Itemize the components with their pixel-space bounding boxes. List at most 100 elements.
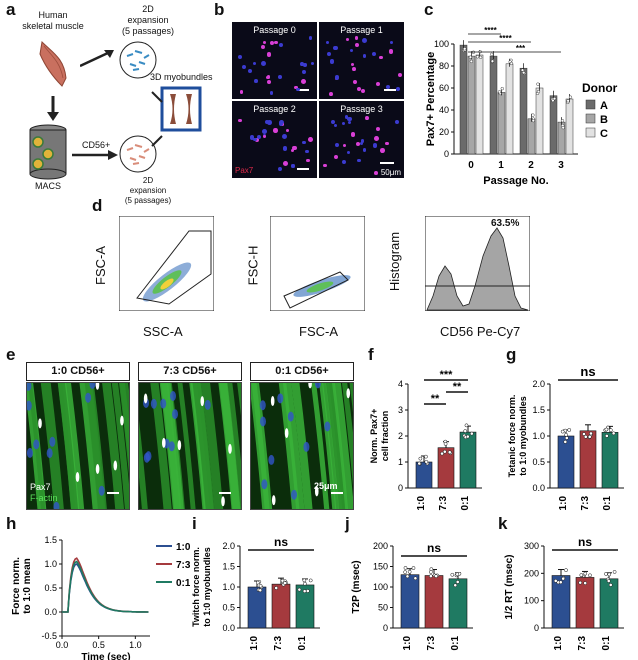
x-tick-label: 1:0 — [558, 496, 569, 511]
nucleus-dot — [326, 52, 331, 57]
x-tick-label: 0:1 — [450, 636, 461, 651]
y-tick-label: 20 — [439, 127, 449, 137]
actin-fiber — [282, 383, 305, 509]
x-tick-label: 1:0 — [402, 636, 413, 651]
y-tick-label: 2.0 — [222, 541, 235, 551]
nucleus-dot — [308, 36, 313, 40]
y-tick-label: 0.0 — [532, 483, 545, 493]
nucleus — [27, 447, 33, 458]
x-tick-label: 1:0 — [249, 636, 260, 651]
nucleus — [33, 439, 40, 450]
nucleus-dot — [303, 63, 307, 67]
y-tick-label: 0 — [383, 623, 388, 633]
nucleus-dot — [386, 84, 391, 89]
significance-label: ns — [274, 535, 288, 549]
data-point — [564, 432, 568, 437]
nucleus — [53, 501, 60, 509]
data-point — [561, 576, 566, 581]
actin-fiber — [341, 383, 353, 486]
x-tick-label: 1.0 — [129, 640, 142, 650]
nucleus-dot — [282, 134, 288, 140]
micrograph-passage-0: Passage 0 — [232, 22, 317, 99]
data-point — [463, 47, 467, 51]
nucleus-dot — [304, 149, 309, 154]
nucleus — [46, 448, 53, 459]
panel-letter-c: c — [424, 0, 434, 19]
y-tick-label: 0.0 — [222, 623, 235, 633]
legend-label-A: A — [600, 100, 608, 112]
nucleus-dot — [269, 91, 273, 95]
bar-donor-A — [519, 67, 528, 155]
significance-label: *** — [440, 369, 454, 381]
micrograph-passage-1: Passage 1 — [319, 22, 404, 99]
y-axis-label: T2P (msec) — [351, 560, 362, 613]
significance-label: ns — [578, 535, 592, 549]
data-point — [403, 566, 408, 570]
ylabel-plot3: Histogram — [387, 231, 403, 292]
arrow-down-icon — [47, 96, 59, 121]
nucleus-dot — [291, 149, 295, 153]
y-axis-label-line: Tetanic force norm. — [507, 395, 517, 478]
data-point — [283, 581, 287, 585]
bar-0:1 — [599, 578, 619, 629]
y-axis-label: Pax7+ Percentage — [425, 52, 437, 146]
passage-label: Passage 0 — [253, 25, 296, 35]
data-point — [297, 587, 302, 592]
significance-label: **** — [499, 34, 512, 43]
x-tick-label: 0:1 — [601, 636, 612, 651]
panel-f-chart: 0 1 2 3 4 Norm. Pax7+cell fraction 1:0 7:3 0:1 **… — [369, 369, 482, 510]
nucleus — [287, 411, 294, 422]
scatter-fsc-fsch — [270, 216, 365, 311]
pax7-nucleus — [38, 418, 42, 429]
nucleus — [89, 383, 96, 389]
xlabel-plot1: SSC-A — [143, 324, 183, 339]
panel-a-schematic: Human skeletal muscle 2D expansion (5 pa… — [0, 0, 212, 205]
data-point — [403, 570, 407, 575]
x-tick-label: 7:3 — [273, 636, 284, 651]
bar-7:3 — [579, 430, 597, 489]
y-tick-label: 80 — [439, 61, 449, 71]
actin-fiber — [139, 419, 148, 509]
nucleus-dot — [375, 126, 381, 132]
pax7-nucleus — [95, 463, 100, 474]
pax7-nucleus — [221, 496, 225, 507]
actin-fiber — [332, 383, 353, 509]
macs-label: MACS — [34, 181, 61, 191]
macs-column-icon — [29, 124, 67, 180]
culture-dish-bottom-icon — [119, 135, 157, 173]
data-point — [553, 579, 558, 583]
nucleus-dot — [238, 118, 242, 123]
nucleus-dot — [394, 120, 399, 125]
data-point — [411, 566, 416, 570]
pax7-nucleus — [314, 486, 319, 497]
y-axis-label-line: to 1:0 myobundles — [518, 396, 528, 476]
nucleus-dot — [299, 62, 304, 67]
nucleus — [143, 452, 150, 463]
legend-label-1:0: 1:0 — [176, 542, 190, 553]
y-tick-label: 0 — [534, 623, 539, 633]
nucleus — [85, 392, 92, 403]
data-point — [608, 428, 613, 432]
data-point — [566, 99, 570, 103]
data-point — [274, 586, 279, 590]
nucleus-dot — [306, 158, 310, 163]
data-point — [583, 434, 588, 439]
y-axis-label: Force norm.to 1:0 mean — [11, 557, 33, 615]
nucleus — [204, 399, 211, 410]
nucleus-dot — [262, 40, 267, 45]
y-axis-label-line: Twitch force norm. — [192, 547, 201, 627]
nucleus — [98, 485, 105, 496]
nucleus-dot — [278, 167, 282, 172]
nucleus-dot — [310, 61, 315, 66]
ylabel-plot2: FSC-H — [245, 245, 261, 286]
bar-7:3 — [271, 583, 291, 629]
data-point — [520, 68, 525, 72]
panel-i-chart: 0.0 0.5 1.0 1.5 2.0 Twitch force norm.to 1:0 … — [192, 535, 320, 651]
pax7-nucleus — [143, 393, 148, 404]
fluorescence-image-3 — [250, 382, 354, 510]
nucleus-dot — [346, 150, 350, 154]
culture-dish-top-icon — [119, 41, 157, 79]
y-axis-label: Norm. Pax7+cell fraction — [369, 409, 390, 464]
nucleus-dot — [291, 164, 295, 168]
